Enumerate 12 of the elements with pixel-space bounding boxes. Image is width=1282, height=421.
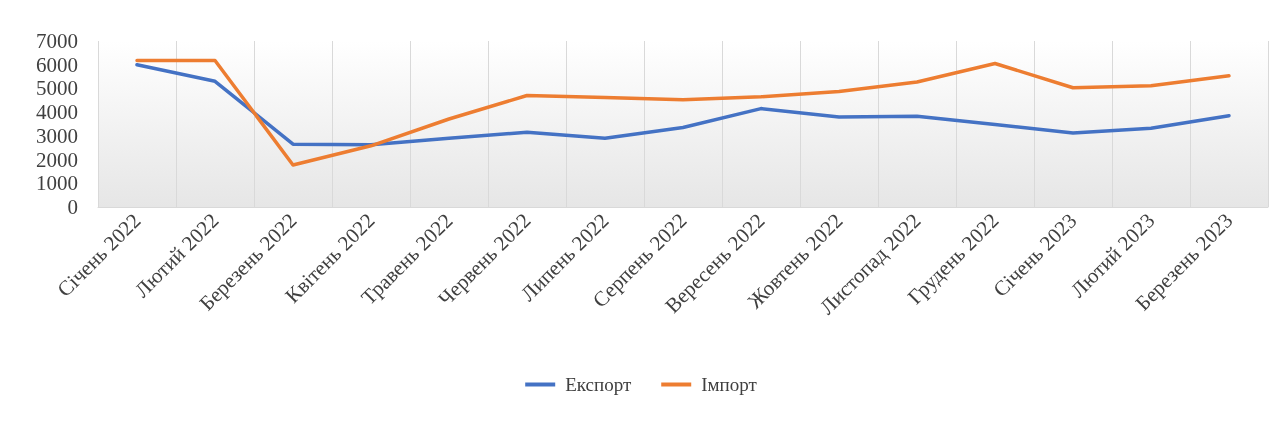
y-tick-label: 7000	[36, 29, 78, 53]
y-tick-label: 2000	[36, 147, 78, 172]
y-tick-label: 5000	[36, 76, 78, 101]
y-tick-label: 6000	[36, 52, 78, 77]
y-tick-label: 4000	[36, 100, 78, 125]
y-tick-label: 3000	[36, 123, 78, 148]
line-series	[135, 58, 1231, 167]
y-tick-label: 1000	[36, 171, 78, 196]
y-tick-label: 0	[67, 195, 78, 219]
legend-label: Імпорт	[701, 374, 758, 395]
line-series	[135, 62, 1231, 147]
legend-label: Експорт	[565, 374, 632, 395]
